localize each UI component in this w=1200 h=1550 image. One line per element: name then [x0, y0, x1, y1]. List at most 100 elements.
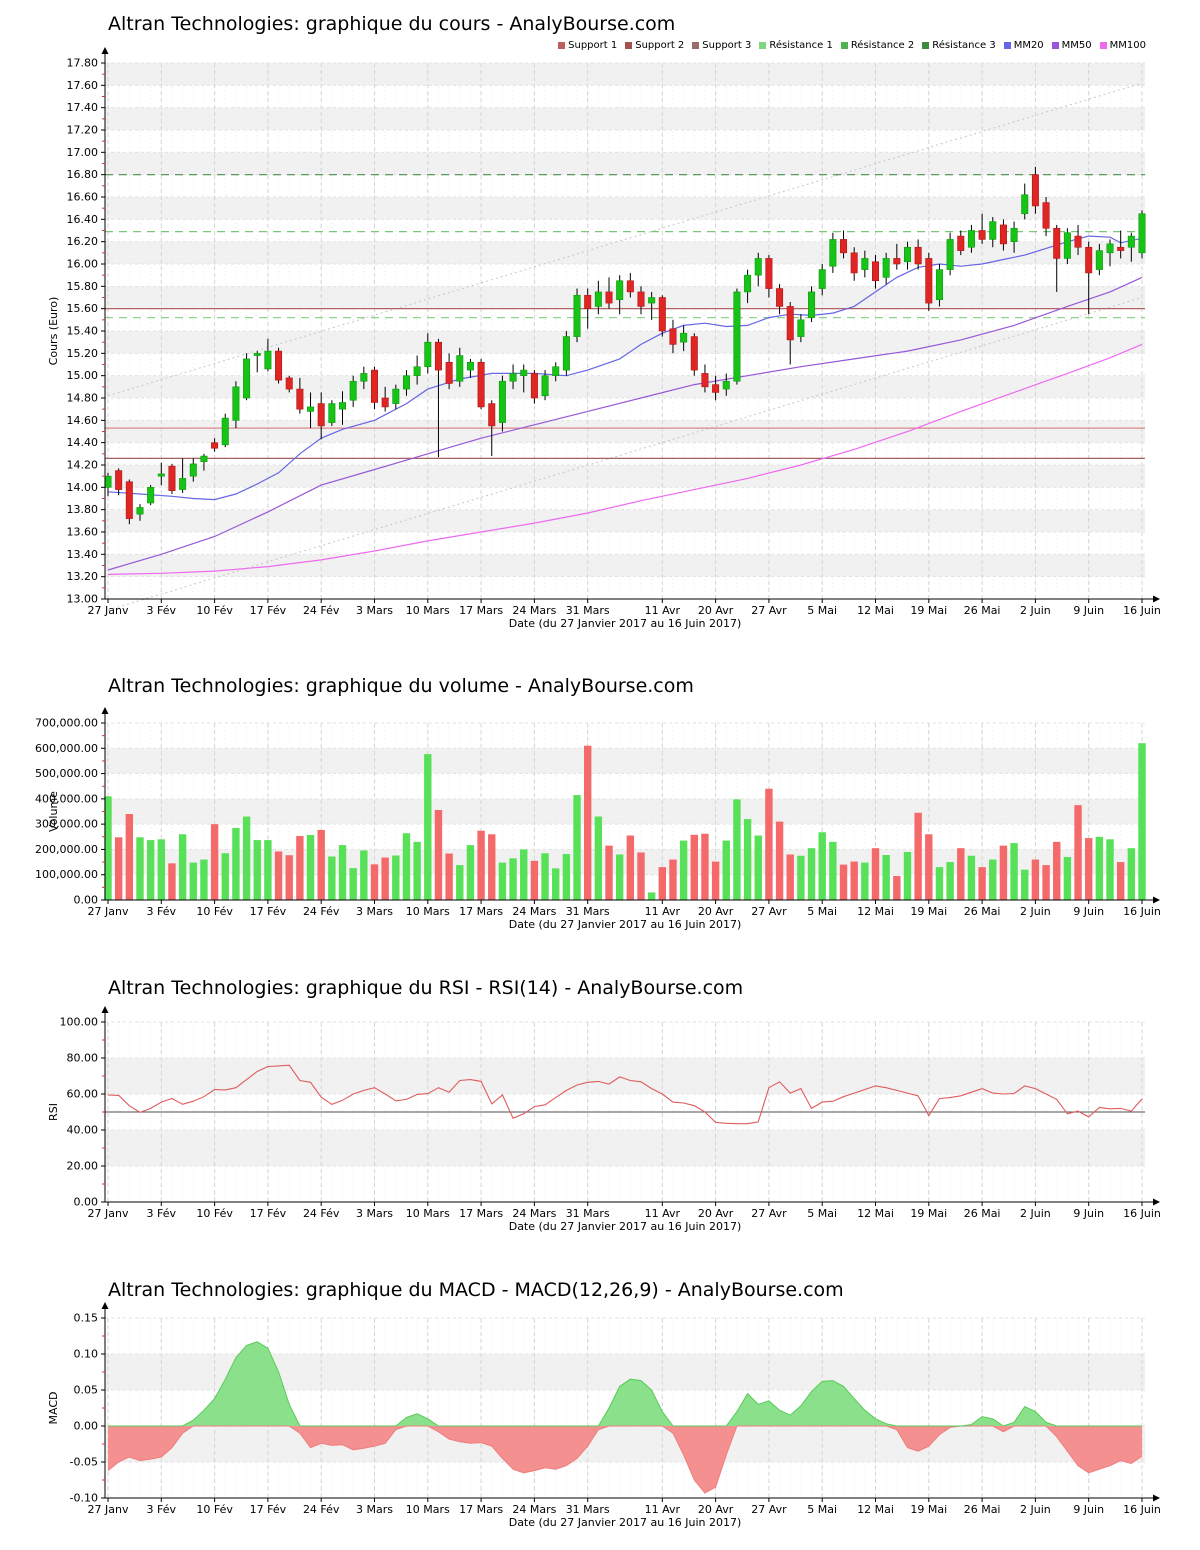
svg-text:27 Avr: 27 Avr: [751, 1503, 787, 1516]
svg-text:16 Juin: 16 Juin: [1123, 604, 1161, 617]
svg-text:13.00: 13.00: [67, 593, 99, 606]
svg-text:19 Mai: 19 Mai: [910, 604, 947, 617]
svg-text:10 Fév: 10 Fév: [196, 1503, 233, 1516]
svg-text:0.00: 0.00: [74, 894, 99, 907]
svg-text:26 Mai: 26 Mai: [964, 1207, 1001, 1220]
svg-text:27 Janv: 27 Janv: [88, 1503, 129, 1516]
svg-text:600,000.00: 600,000.00: [35, 742, 98, 755]
mm50-line: [107, 276, 1143, 571]
svg-text:24 Mars: 24 Mars: [512, 905, 556, 918]
svg-text:9 Juin: 9 Juin: [1073, 905, 1104, 918]
svg-text:-0.10: -0.10: [70, 1492, 98, 1505]
svg-text:10 Mars: 10 Mars: [406, 604, 450, 617]
svg-text:5 Mai: 5 Mai: [807, 905, 837, 918]
svg-text:26 Mai: 26 Mai: [964, 604, 1001, 617]
svg-text:11 Avr: 11 Avr: [645, 1207, 681, 1220]
svg-text:5 Mai: 5 Mai: [807, 1207, 837, 1220]
svg-text:0.15: 0.15: [74, 1312, 99, 1325]
svg-text:-0.05: -0.05: [70, 1456, 98, 1469]
svg-text:31 Mars: 31 Mars: [566, 1503, 610, 1516]
svg-text:11 Avr: 11 Avr: [645, 905, 681, 918]
legend-label: Résistance 1: [769, 40, 833, 51]
svg-text:19 Mai: 19 Mai: [910, 1207, 947, 1220]
legend-label: Résistance 2: [850, 40, 915, 51]
legend-swatch-icon: [1003, 42, 1011, 49]
svg-text:31 Mars: 31 Mars: [566, 604, 610, 617]
svg-text:17 Mars: 17 Mars: [459, 1207, 503, 1220]
svg-text:16 Juin: 16 Juin: [1123, 1503, 1161, 1516]
svg-text:16.40: 16.40: [67, 213, 99, 226]
svg-text:17.60: 17.60: [67, 79, 99, 92]
svg-text:27 Avr: 27 Avr: [751, 1207, 787, 1220]
svg-text:14.80: 14.80: [67, 392, 99, 405]
svg-text:19 Mai: 19 Mai: [910, 1503, 947, 1516]
legend-item: Résistance 1: [759, 40, 833, 51]
svg-text:3 Mars: 3 Mars: [356, 604, 393, 617]
svg-text:27 Avr: 27 Avr: [751, 905, 787, 918]
svg-text:14.40: 14.40: [67, 436, 99, 449]
rsi-axes: 0.00 20.00 40.00 60.00 80.00 100.00 27 Janv 3 F…: [47, 1006, 1161, 1233]
svg-text:11 Avr: 11 Avr: [645, 1503, 681, 1516]
svg-text:700,000.00: 700,000.00: [35, 717, 98, 730]
price-chart-title: Altran Technologies: graphique du cours …: [108, 13, 676, 35]
svg-text:12 Mai: 12 Mai: [857, 604, 894, 617]
svg-text:10 Mars: 10 Mars: [406, 1503, 450, 1516]
volume-axes: 0.00 100,000.00 200,000.00 300,000.00 400,00…: [35, 707, 1161, 931]
macd-positive-area: [108, 1341, 1142, 1426]
svg-text:24 Mars: 24 Mars: [512, 1207, 556, 1220]
svg-text:2 Juin: 2 Juin: [1020, 1503, 1051, 1516]
svg-text:14.00: 14.00: [67, 481, 99, 494]
y-axis-title: Volume: [47, 791, 60, 832]
svg-text:17 Mars: 17 Mars: [459, 1503, 503, 1516]
svg-text:24 Fév: 24 Fév: [303, 1207, 340, 1220]
svg-text:20 Avr: 20 Avr: [698, 905, 734, 918]
x-axis-title: Date (du 27 Janvier 2017 au 16 Juin 2017…: [509, 1220, 742, 1233]
svg-text:12 Mai: 12 Mai: [857, 905, 894, 918]
svg-text:0.10: 0.10: [74, 1348, 99, 1361]
svg-text:40.00: 40.00: [67, 1124, 99, 1137]
cours-axes: 13.00 13.20 13.40 13.60 13.80 14.00 14.20 14.40…: [47, 47, 1161, 630]
svg-text:20 Avr: 20 Avr: [698, 604, 734, 617]
legend-swatch-icon: [759, 42, 767, 49]
svg-text:20 Avr: 20 Avr: [698, 1503, 734, 1516]
svg-text:17 Mars: 17 Mars: [459, 604, 503, 617]
svg-text:17.40: 17.40: [67, 101, 99, 114]
legend-item: Support 2: [625, 40, 684, 51]
svg-text:16 Juin: 16 Juin: [1123, 905, 1161, 918]
legend-label: Résistance 3: [932, 40, 996, 51]
svg-text:13.40: 13.40: [67, 548, 99, 561]
svg-text:31 Mars: 31 Mars: [566, 1207, 610, 1220]
svg-text:16 Juin: 16 Juin: [1123, 1207, 1161, 1220]
legend-label: Support 3: [702, 40, 752, 51]
svg-text:0.00: 0.00: [74, 1420, 99, 1433]
mm100-line: [107, 343, 1143, 575]
x-axis-title: Date (du 27 Janvier 2017 au 16 Juin 2017…: [509, 918, 742, 931]
svg-text:10 Fév: 10 Fév: [196, 604, 233, 617]
svg-text:3 Fév: 3 Fév: [147, 905, 177, 918]
svg-text:16.80: 16.80: [67, 168, 99, 181]
legend-swatch-icon: [922, 42, 930, 49]
svg-text:100.00: 100.00: [60, 1016, 99, 1029]
svg-text:17 Fév: 17 Fév: [250, 1503, 287, 1516]
svg-text:17.00: 17.00: [67, 146, 99, 159]
legend-label: Support 1: [568, 40, 618, 51]
svg-text:15.00: 15.00: [67, 369, 99, 382]
svg-text:15.40: 15.40: [67, 325, 99, 338]
legend-swatch-icon: [625, 42, 633, 49]
svg-text:400,000.00: 400,000.00: [35, 792, 98, 805]
svg-text:24 Mars: 24 Mars: [512, 604, 556, 617]
legend-swatch-icon: [840, 42, 848, 49]
svg-text:500,000.00: 500,000.00: [35, 767, 98, 780]
mm20-line: [107, 235, 1143, 501]
svg-text:5 Mai: 5 Mai: [807, 1503, 837, 1516]
svg-text:24 Mars: 24 Mars: [512, 1503, 556, 1516]
svg-text:80.00: 80.00: [67, 1052, 99, 1065]
legend-item: Support 1: [558, 40, 617, 51]
svg-text:16.60: 16.60: [67, 191, 99, 204]
svg-text:9 Juin: 9 Juin: [1073, 604, 1104, 617]
legend-item: MM50: [1051, 40, 1092, 51]
legend-item: Support 3: [692, 40, 751, 51]
volume-chart: 0.00 100,000.00 200,000.00 300,000.00 400,00…: [35, 707, 1161, 931]
legend-swatch-icon: [1051, 42, 1059, 49]
svg-text:3 Fév: 3 Fév: [147, 1503, 177, 1516]
